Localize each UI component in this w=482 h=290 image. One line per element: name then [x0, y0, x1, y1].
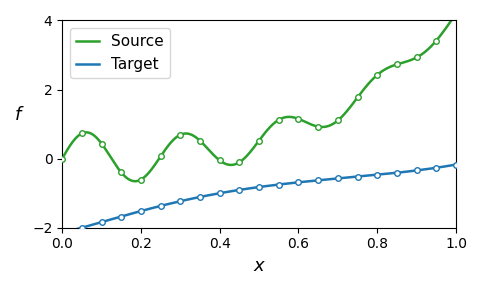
- Target: [294, 181, 299, 184]
- Line: Source: Source: [62, 14, 456, 181]
- Target: [246, 187, 252, 190]
- Target: [443, 164, 449, 168]
- Source: [247, 151, 253, 154]
- Source: [250, 148, 255, 151]
- Target: [272, 183, 278, 187]
- Source: [273, 120, 279, 123]
- Source: [59, 157, 65, 160]
- Legend: Source, Target: Source, Target: [70, 28, 170, 78]
- Source: [383, 67, 388, 71]
- Source: [295, 117, 300, 120]
- Source: [453, 12, 459, 15]
- Target: [249, 186, 254, 190]
- Target: [453, 163, 459, 166]
- Source: [132, 180, 138, 183]
- Target: [59, 231, 65, 235]
- Source: [444, 24, 450, 28]
- X-axis label: x: x: [254, 257, 265, 275]
- Y-axis label: f: f: [15, 106, 21, 124]
- Target: [382, 172, 388, 176]
- Line: Target: Target: [62, 164, 456, 233]
